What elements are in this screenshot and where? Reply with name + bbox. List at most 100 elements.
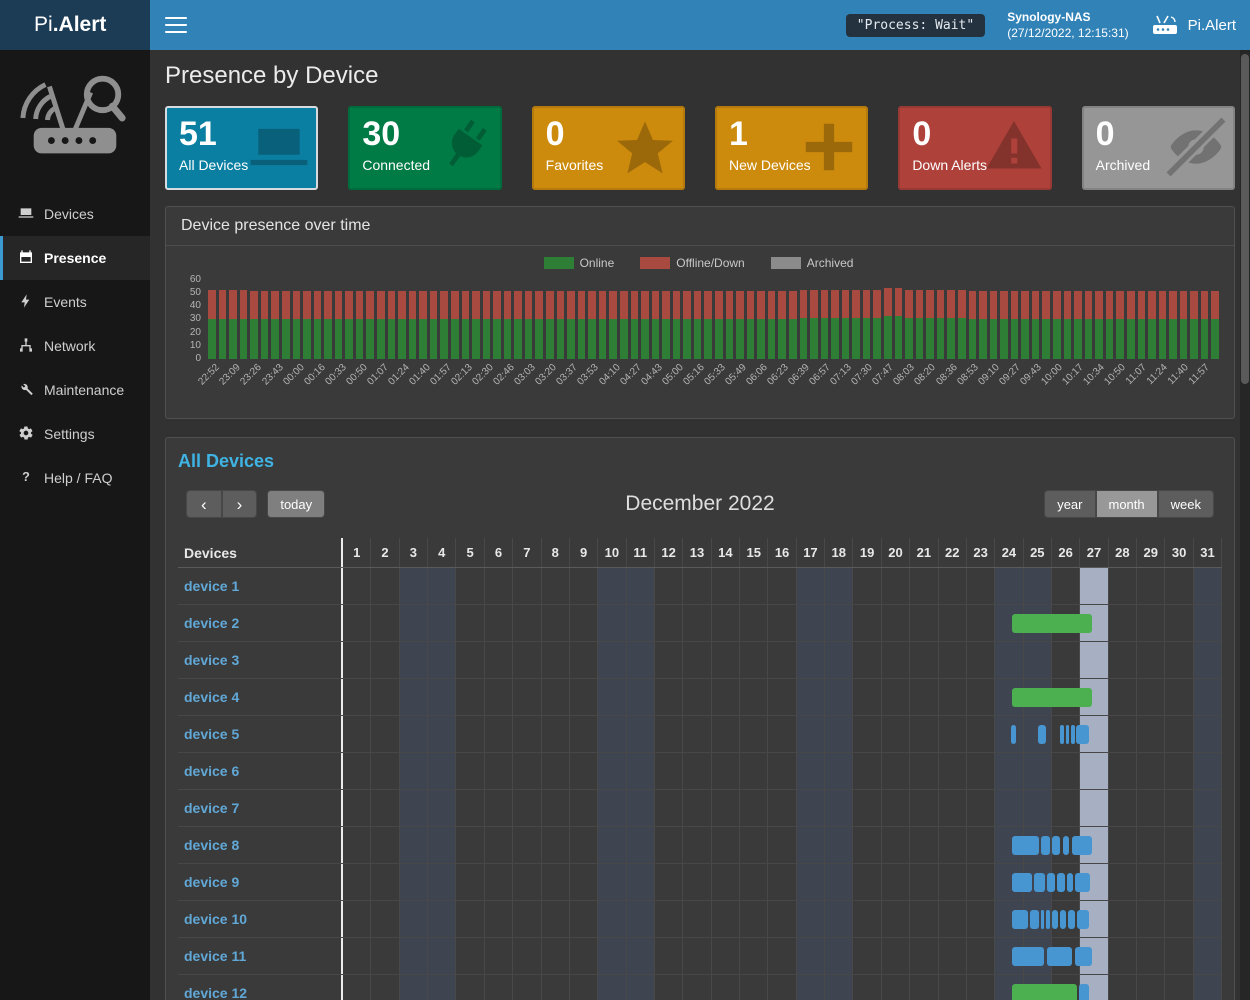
bar-segment xyxy=(408,291,417,319)
presence-event-bar[interactable] xyxy=(1072,836,1092,855)
day-cell xyxy=(371,753,400,789)
presence-chart-xlabels: 22:52 23:09 23:26 23:43 00:00 00:16 00:33 00:50… xyxy=(197,362,1219,410)
stat-card-new-devices[interactable]: 1 New Devices xyxy=(714,106,869,190)
presence-event-bar[interactable] xyxy=(1075,725,1089,744)
presence-event-bar[interactable] xyxy=(1012,873,1033,892)
plug-icon xyxy=(436,116,494,174)
device-link[interactable]: device 8 xyxy=(184,837,240,853)
stat-card-all-devices[interactable]: 51 All Devices xyxy=(165,106,319,190)
calendar-view-year-button[interactable]: year xyxy=(1044,490,1096,518)
sidebar-item-maintenance[interactable]: Maintenance xyxy=(0,368,150,412)
device-link[interactable]: device 1 xyxy=(184,578,240,594)
day-cell xyxy=(939,790,967,826)
day-cell xyxy=(1193,975,1223,1000)
presence-event-bar[interactable] xyxy=(1034,873,1045,892)
presence-event-bar[interactable] xyxy=(1068,910,1075,929)
device-link[interactable]: device 2 xyxy=(184,615,240,631)
scrollbar-thumb[interactable] xyxy=(1241,54,1249,384)
bar-segment xyxy=(493,319,501,359)
presence-event-bar[interactable] xyxy=(1012,688,1092,707)
presence-event-bar[interactable] xyxy=(1075,873,1091,892)
presence-event-bar[interactable] xyxy=(1012,614,1092,633)
y-tick-label: 20 xyxy=(189,326,201,338)
presence-stacked-bar xyxy=(1190,279,1198,359)
host-timestamp: (27/12/2022, 12:15:31) xyxy=(1007,26,1129,40)
day-header-5: 5 xyxy=(456,538,485,567)
calendar-today-button[interactable]: today xyxy=(267,490,326,518)
bar-segment xyxy=(461,291,470,319)
presence-event-bar[interactable] xyxy=(1012,947,1044,966)
day-cell xyxy=(1165,753,1194,789)
day-cell xyxy=(598,642,627,678)
presence-event-bar[interactable] xyxy=(1079,984,1089,1000)
presence-event-bar[interactable] xyxy=(1029,910,1040,929)
bar-segment xyxy=(725,319,734,359)
presence-event-bar[interactable] xyxy=(1076,910,1089,929)
stat-card-down-alerts[interactable]: 0 Down Alerts xyxy=(898,106,1052,190)
presence-event-bar[interactable] xyxy=(1010,725,1017,744)
sidebar-item-settings[interactable]: Settings xyxy=(0,412,150,456)
day-cell xyxy=(825,827,854,863)
presence-event-bar[interactable] xyxy=(1046,910,1051,929)
presence-event-bar[interactable] xyxy=(1062,836,1070,855)
sidebar-item-presence[interactable]: Presence xyxy=(0,236,150,280)
presence-event-bar[interactable] xyxy=(1046,873,1055,892)
bar-segment xyxy=(894,288,903,317)
device-link[interactable]: device 10 xyxy=(184,911,248,927)
day-cell xyxy=(796,679,826,715)
device-row: device 7 xyxy=(178,790,1223,827)
day-cell xyxy=(995,716,1024,752)
calendar-view-week-button[interactable]: week xyxy=(1157,490,1214,518)
sidebar-item-events[interactable]: Events xyxy=(0,280,150,324)
device-link[interactable]: device 5 xyxy=(184,726,240,742)
presence-event-bar[interactable] xyxy=(1071,725,1075,744)
presence-event-bar[interactable] xyxy=(1060,725,1064,744)
sidebar-item-devices[interactable]: Devices xyxy=(0,192,150,236)
stat-card-archived[interactable]: 0 Archived xyxy=(1081,106,1235,190)
presence-event-bar[interactable] xyxy=(1012,984,1078,1000)
device-link[interactable]: device 4 xyxy=(184,689,240,705)
day-cell xyxy=(910,753,939,789)
device-link[interactable]: device 9 xyxy=(184,874,240,890)
day-cell xyxy=(1137,901,1166,937)
nav-brand[interactable]: Pi.Alert xyxy=(1151,14,1236,36)
day-cell xyxy=(598,975,627,1000)
sidebar-toggle-button[interactable] xyxy=(165,17,187,33)
presence-event-bar[interactable] xyxy=(1056,873,1065,892)
presence-event-bar[interactable] xyxy=(1012,836,1040,855)
presence-event-bar[interactable] xyxy=(1074,947,1092,966)
scrollbar[interactable] xyxy=(1240,50,1250,1000)
day-cell xyxy=(485,605,514,641)
sidebar-item-network[interactable]: Network xyxy=(0,324,150,368)
device-link[interactable]: device 12 xyxy=(184,985,248,1000)
device-link[interactable]: device 6 xyxy=(184,763,240,779)
stat-card-favorites[interactable]: 0 Favorites xyxy=(531,106,685,190)
presence-event-bar[interactable] xyxy=(1041,836,1051,855)
device-link[interactable]: device 11 xyxy=(184,948,247,964)
sidebar-item-help[interactable]: ? Help / FAQ xyxy=(0,456,150,500)
day-cell xyxy=(995,753,1024,789)
day-cell xyxy=(371,568,400,604)
presence-event-bar[interactable] xyxy=(1012,910,1028,929)
day-cell xyxy=(655,901,684,937)
presence-event-bar[interactable] xyxy=(1041,910,1045,929)
presence-event-bar[interactable] xyxy=(1066,873,1074,892)
stat-card-connected[interactable]: 30 Connected xyxy=(348,106,502,190)
bar-segment xyxy=(218,319,227,359)
presence-event-bar[interactable] xyxy=(1066,725,1070,744)
calendar-next-button[interactable]: › xyxy=(221,490,258,518)
day-cell xyxy=(513,605,542,641)
bar-segment xyxy=(1074,319,1082,359)
device-link[interactable]: device 3 xyxy=(184,652,240,668)
presence-event-bar[interactable] xyxy=(1037,725,1047,744)
brand-logo[interactable]: Pi .Alert xyxy=(0,0,150,50)
calendar-prev-button[interactable]: ‹ xyxy=(186,490,222,518)
presence-event-bar[interactable] xyxy=(1059,910,1067,929)
presence-event-bar[interactable] xyxy=(1052,836,1061,855)
presence-event-bar[interactable] xyxy=(1046,947,1072,966)
device-link[interactable]: device 7 xyxy=(184,800,240,816)
device-name-cell: device 8 xyxy=(178,827,341,863)
presence-event-bar[interactable] xyxy=(1052,910,1058,929)
bar-segment xyxy=(271,319,279,359)
calendar-view-month-button[interactable]: month xyxy=(1095,490,1158,518)
